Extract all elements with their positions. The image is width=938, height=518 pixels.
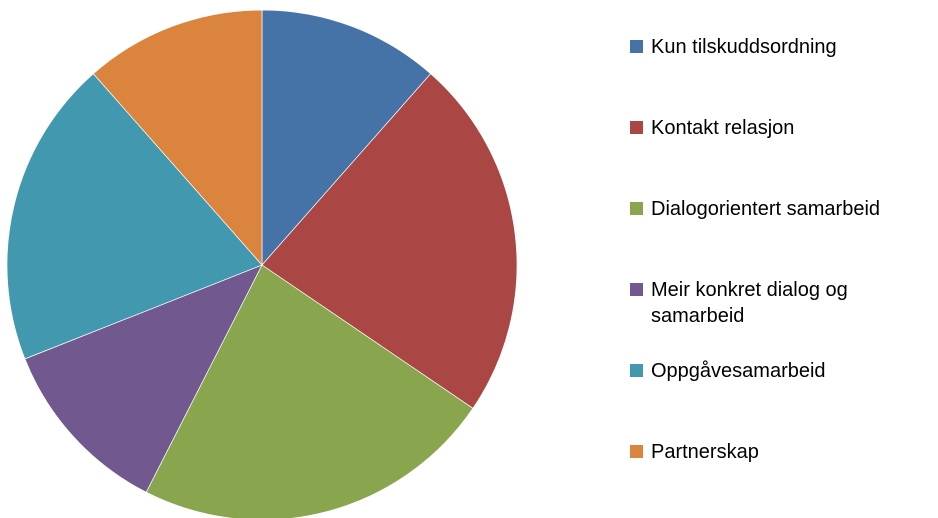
legend-label: Kontakt relasjon: [651, 117, 795, 139]
pie-slice: [261, 73, 518, 409]
legend-swatch: [630, 121, 643, 134]
legend-swatch: [630, 283, 643, 296]
legend-item: Meir konkret dialog og samarbeid: [630, 277, 930, 329]
legend-label: Oppgåvesamarbeid: [651, 360, 826, 382]
pie-slice: [6, 73, 263, 360]
legend-item: Dialogorientert samarbeid: [630, 196, 930, 222]
legend-item: Kun tilskuddsordning: [630, 34, 930, 60]
legend-label: Partnerskap: [651, 441, 759, 463]
legend-label: Kun tilskuddsordning: [651, 36, 837, 58]
legend-swatch: [630, 40, 643, 53]
legend-swatch: [630, 202, 643, 215]
legend-swatch: [630, 445, 643, 458]
legend-item: Partnerskap: [630, 439, 930, 465]
pie-slice: [261, 9, 432, 266]
legend-label: Meir konkret dialog og samarbeid: [651, 279, 848, 327]
legend-label: Dialogorientert samarbeid: [651, 198, 881, 220]
legend-item: Oppgåvesamarbeid: [630, 358, 930, 384]
legend-swatch: [630, 364, 643, 377]
pie-slice: [145, 264, 474, 518]
pie-slice: [92, 9, 263, 266]
legend-item: Kontakt relasjon: [630, 115, 930, 141]
pie-slice: [24, 264, 263, 493]
